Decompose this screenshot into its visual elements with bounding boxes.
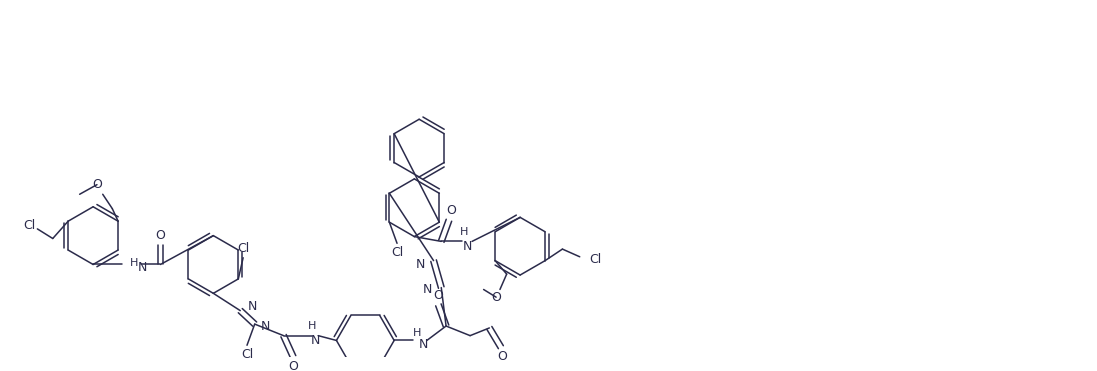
Text: H: H (414, 328, 421, 338)
Text: N: N (137, 261, 147, 274)
Text: Cl: Cl (391, 246, 404, 259)
Text: N: N (416, 258, 425, 271)
Text: H: H (129, 257, 138, 267)
Text: H: H (308, 321, 317, 331)
Text: O: O (156, 229, 166, 242)
Text: O: O (491, 290, 501, 304)
Text: O: O (289, 360, 298, 371)
Text: Cl: Cl (237, 242, 249, 255)
Text: N: N (463, 240, 472, 253)
Text: Cl: Cl (589, 253, 601, 266)
Text: O: O (497, 350, 507, 363)
Text: Cl: Cl (241, 348, 253, 361)
Text: O: O (92, 178, 102, 191)
Text: Cl: Cl (23, 219, 36, 232)
Text: N: N (310, 334, 320, 347)
Text: O: O (446, 204, 456, 217)
Text: N: N (260, 321, 270, 334)
Text: N: N (423, 283, 432, 296)
Text: H: H (460, 227, 468, 237)
Text: N: N (418, 338, 428, 351)
Text: N: N (248, 300, 258, 313)
Text: O: O (433, 289, 443, 302)
